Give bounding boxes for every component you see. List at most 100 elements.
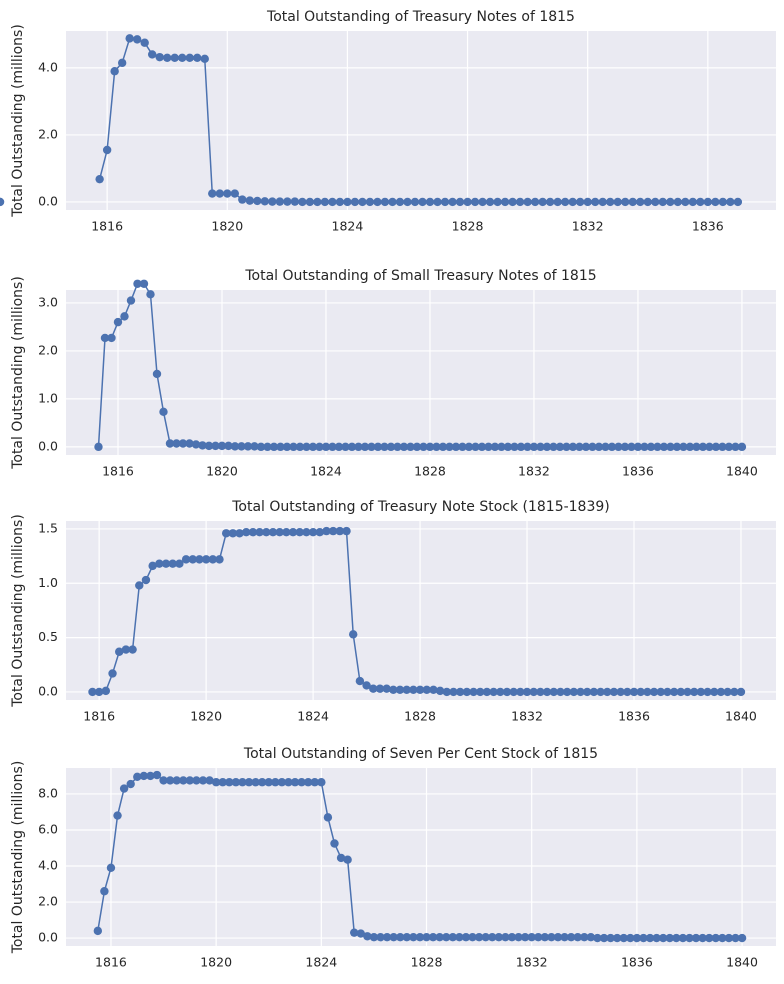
x-tick-label: 1816 <box>83 709 115 724</box>
data-point <box>208 189 217 198</box>
data-point <box>724 933 734 943</box>
data-point <box>643 197 652 207</box>
data-point <box>534 932 543 942</box>
data-point <box>523 442 532 452</box>
data-point <box>529 442 539 452</box>
y-axis-label: Total Outstanding (millions) <box>10 514 26 708</box>
data-point <box>710 687 719 697</box>
x-tick-label: 1840 <box>726 955 758 970</box>
data-point <box>428 932 438 942</box>
data-point <box>737 442 747 452</box>
data-point <box>409 685 418 694</box>
data-point <box>549 442 558 452</box>
data-point <box>422 932 431 942</box>
y-tick-label: 6.0 <box>38 821 58 836</box>
data-point <box>560 932 569 942</box>
data-point <box>619 933 628 943</box>
data-point <box>632 933 642 943</box>
data-point <box>235 529 244 538</box>
data-point <box>350 928 359 937</box>
data-point <box>125 34 134 43</box>
data-point <box>251 778 260 787</box>
data-point <box>724 442 734 452</box>
data-point <box>363 932 372 941</box>
data-point <box>435 686 445 696</box>
data-point <box>581 442 591 452</box>
data-point <box>433 197 442 207</box>
data-point <box>455 197 465 207</box>
data-point <box>685 933 694 943</box>
data-point <box>520 932 530 942</box>
data-point <box>152 369 162 379</box>
data-point <box>616 687 625 697</box>
data-point <box>568 442 578 452</box>
plot-area <box>66 521 776 700</box>
data-point <box>685 442 695 452</box>
data-point <box>373 197 382 207</box>
data-point <box>681 197 690 207</box>
data-point <box>330 839 339 848</box>
data-point <box>302 442 311 452</box>
data-point <box>588 442 597 452</box>
data-point <box>231 778 241 787</box>
data-point <box>238 778 247 787</box>
data-point <box>659 442 669 452</box>
data-point <box>395 685 405 694</box>
data-point <box>516 687 525 697</box>
data-point <box>146 290 155 299</box>
data-point <box>673 197 682 207</box>
data-point <box>555 442 565 452</box>
data-point <box>289 442 298 452</box>
data-point <box>140 38 149 47</box>
data-point <box>562 687 572 697</box>
data-point <box>678 933 688 943</box>
data-point <box>692 442 701 452</box>
data-point <box>0 197 5 207</box>
data-point <box>223 189 232 198</box>
x-tick-label: 1816 <box>95 955 127 970</box>
data-point <box>382 684 391 693</box>
data-point <box>195 555 204 564</box>
data-point <box>335 526 345 536</box>
data-point <box>623 687 632 697</box>
data-point <box>536 442 545 452</box>
data-point <box>516 442 526 452</box>
data-point <box>733 197 743 207</box>
data-point <box>503 442 513 452</box>
data-point <box>510 442 519 452</box>
plot-area <box>66 290 776 455</box>
data-point <box>507 932 517 942</box>
y-tick-label: 1.0 <box>38 575 58 590</box>
data-point <box>649 687 659 697</box>
data-point <box>355 676 365 686</box>
data-point <box>350 197 360 207</box>
data-point <box>656 687 665 697</box>
data-point <box>155 52 164 62</box>
data-point <box>485 197 495 207</box>
data-point <box>243 442 253 451</box>
y-tick-label: 4.0 <box>38 59 58 74</box>
data-point <box>435 932 444 942</box>
data-point <box>121 645 131 654</box>
data-point <box>221 529 231 538</box>
data-point <box>425 197 435 207</box>
data-point <box>711 197 720 207</box>
y-tick-label: 8.0 <box>38 785 58 800</box>
data-point <box>502 687 512 697</box>
data-point <box>369 684 378 693</box>
data-point <box>458 442 467 452</box>
y-tick-label: 2.0 <box>38 894 58 909</box>
data-point <box>323 813 333 822</box>
data-point <box>297 778 306 787</box>
data-point <box>373 442 383 452</box>
data-point <box>218 778 227 787</box>
data-point <box>500 197 510 207</box>
x-tick-label: 1820 <box>211 219 243 234</box>
data-point <box>448 932 458 942</box>
data-point <box>463 197 472 207</box>
data-point <box>342 526 351 536</box>
data-point <box>666 197 675 207</box>
data-point <box>438 442 448 452</box>
y-axis-label: Total Outstanding (millions) <box>10 276 26 470</box>
data-point <box>288 527 298 537</box>
